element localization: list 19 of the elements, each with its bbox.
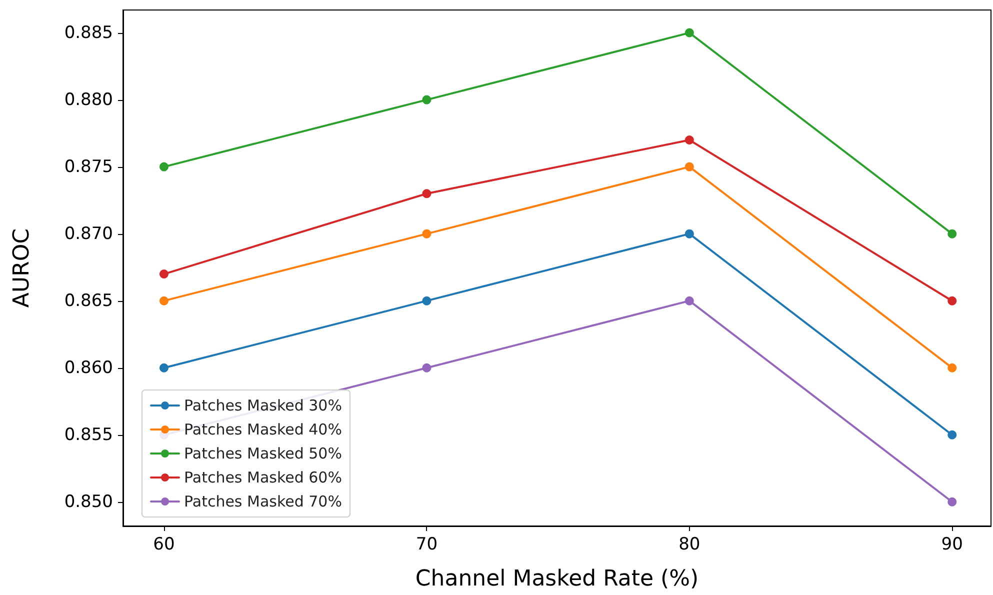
x-tick-label: 70 xyxy=(416,534,438,554)
legend-label: Patches Masked 50% xyxy=(184,444,342,462)
legend-label: Patches Masked 70% xyxy=(184,492,342,510)
legend-label: Patches Masked 30% xyxy=(184,396,342,414)
legend-label: Patches Masked 40% xyxy=(184,420,342,438)
y-tick-label: 0.860 xyxy=(64,358,113,378)
y-tick-label: 0.885 xyxy=(64,22,113,43)
y-tick-label: 0.850 xyxy=(64,492,113,512)
x-tick-label: 80 xyxy=(678,534,700,554)
legend-label: Patches Masked 60% xyxy=(184,468,342,486)
y-tick-label: 0.870 xyxy=(64,224,113,244)
y-axis-title: AUROC xyxy=(10,228,34,308)
y-tick-label: 0.875 xyxy=(64,156,113,177)
x-tick-label: 90 xyxy=(941,534,963,554)
y-tick-label: 0.855 xyxy=(64,424,113,445)
x-tick-label: 60 xyxy=(153,534,175,554)
x-axis-title: Channel Masked Rate (%) xyxy=(415,566,699,592)
y-tick-label: 0.880 xyxy=(64,90,113,110)
y-tick-label: 0.865 xyxy=(64,290,113,311)
